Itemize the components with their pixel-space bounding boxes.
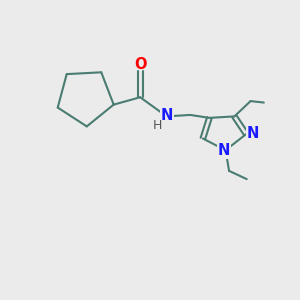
Text: N: N — [218, 143, 230, 158]
Text: O: O — [134, 57, 146, 72]
Text: H: H — [153, 119, 163, 132]
Text: N: N — [247, 126, 259, 141]
Text: N: N — [160, 108, 173, 123]
